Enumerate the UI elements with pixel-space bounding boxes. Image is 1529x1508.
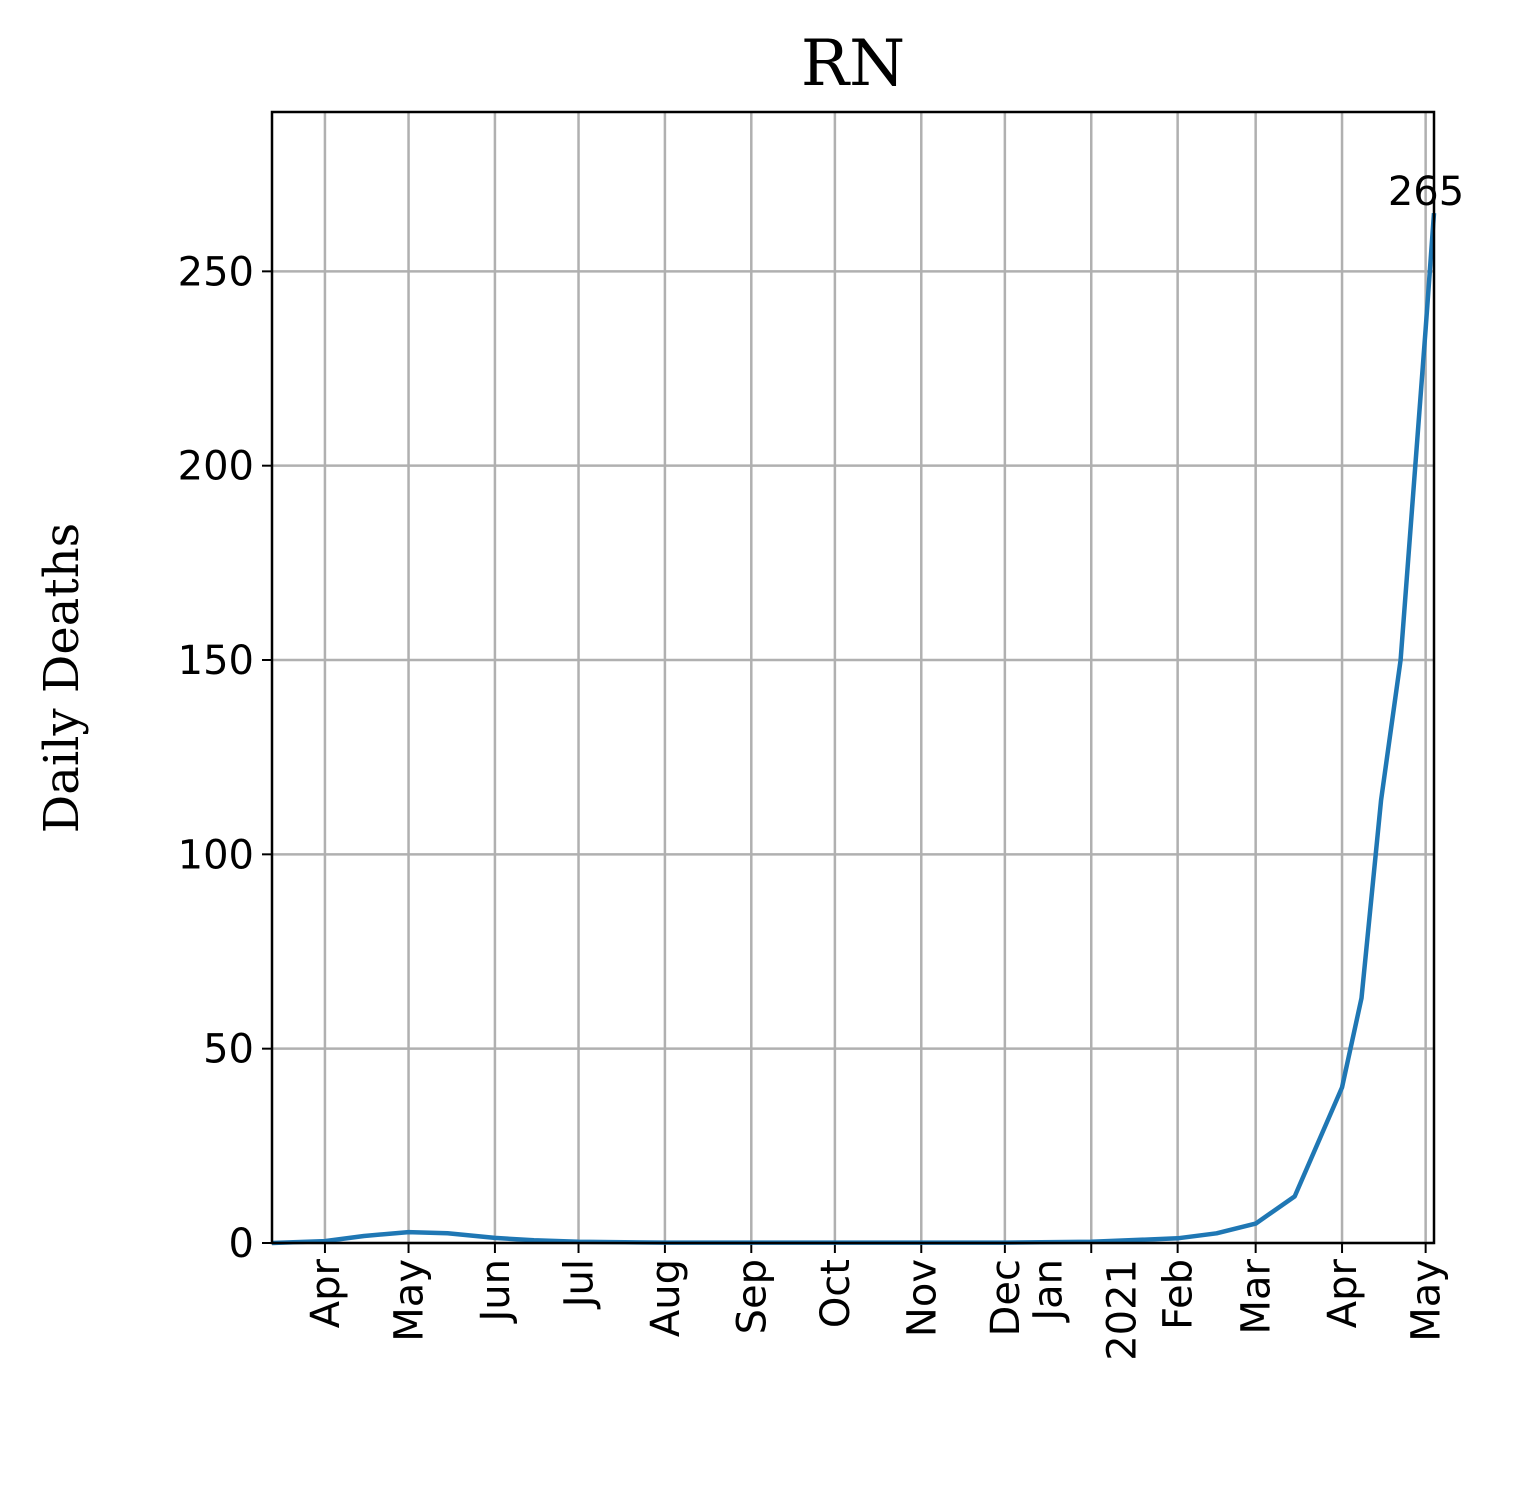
x-tick-label: Apr: [303, 1258, 349, 1328]
x-tick-label: Oct: [813, 1259, 859, 1328]
x-tick-label: May: [387, 1259, 433, 1342]
end-annotation: 265: [1388, 169, 1464, 215]
line: [271, 212, 1437, 1246]
y-tick-label: 150: [178, 638, 254, 684]
x-tick-label: Feb: [1156, 1259, 1202, 1330]
x-tick-label: Mar: [1234, 1258, 1280, 1334]
y-tick-label: 250: [178, 249, 254, 295]
plot-frame: [270, 110, 1436, 1245]
x-tick-label: May: [1404, 1259, 1450, 1342]
x-tick-label: Aug: [643, 1259, 689, 1337]
y-tick-label: 50: [203, 1027, 254, 1073]
x-tick-label: Jun: [473, 1259, 519, 1325]
y-axis-label: Daily Deaths: [34, 523, 90, 834]
x-tick-label: Jul: [557, 1259, 603, 1310]
x-tick-label: Dec: [983, 1259, 1029, 1336]
x-tick-label: Sep: [729, 1259, 775, 1334]
y-tick-label: 0: [229, 1221, 254, 1267]
x-tick-label: Nov: [899, 1259, 945, 1337]
x-tick-label: Jan: [1025, 1259, 1071, 1324]
chart-title: RN: [801, 27, 905, 101]
x-tick-label: Apr: [1320, 1258, 1366, 1328]
x-tick-label: 2021: [1099, 1259, 1145, 1361]
y-tick-label: 200: [178, 444, 254, 490]
y-tick-label: 100: [178, 832, 254, 878]
